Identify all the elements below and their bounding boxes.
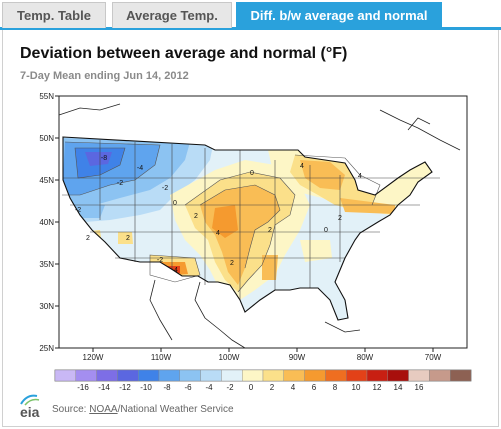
legend-swatch [179, 369, 201, 382]
legend-label: -14 [98, 383, 110, 392]
tab-bar: Temp. Table Average Temp. Diff. b/w aver… [0, 0, 501, 30]
lat-label: 55N [39, 92, 54, 101]
legend-swatch [96, 369, 118, 382]
contour-label: 4 [300, 163, 304, 170]
us-outline [62, 136, 433, 321]
legend-label: 2 [270, 383, 275, 392]
legend-label: 4 [291, 383, 296, 392]
legend-swatch [221, 369, 243, 382]
lon-label: 110W [151, 353, 172, 362]
contour-label: 4 [358, 173, 362, 180]
lat-label: 50N [39, 134, 54, 143]
lon-label: 120W [83, 353, 104, 362]
legend-swatch [366, 369, 388, 382]
legend-swatch [117, 369, 139, 382]
map-title: Deviation between average and normal (°F… [20, 45, 348, 62]
contour-label: 0 [324, 227, 328, 234]
legend-swatch [137, 369, 160, 382]
contour-label: 4 [216, 230, 220, 237]
contour-label: 4 [174, 267, 178, 274]
contour-label: -8 [101, 155, 107, 162]
contour-label: 2 [268, 227, 272, 234]
contour-label: 0 [250, 170, 254, 177]
legend-swatch [241, 369, 264, 382]
contour-label: 2 [338, 215, 342, 222]
legend-label: -8 [163, 383, 171, 392]
legend-swatches [54, 369, 472, 382]
legend-label: -2 [226, 383, 234, 392]
legend-swatch [54, 369, 76, 382]
coastlines [58, 103, 461, 349]
tab-average-temp[interactable]: Average Temp. [112, 2, 232, 28]
legend-labels: -16 -14 -12 -10 -8 -6 -4 -2 0 2 4 6 8 10… [77, 383, 424, 392]
source-line: Source: NOAA/National Weather Service [52, 404, 234, 415]
legend-label: 16 [415, 383, 424, 392]
legend-swatch [408, 369, 430, 382]
lat-label: 35N [39, 260, 54, 269]
legend-swatch [325, 369, 347, 382]
map-subtitle: 7-Day Mean ending Jun 14, 2012 [20, 70, 189, 82]
legend-swatch [450, 369, 472, 382]
lon-label: 80W [357, 353, 374, 362]
content-frame [2, 30, 499, 427]
contour-label: 2 [126, 235, 130, 242]
lon-label: 100W [219, 353, 240, 362]
legend-swatch [387, 369, 409, 382]
legend-swatch [429, 369, 451, 382]
legend-label: -10 [140, 383, 152, 392]
legend-swatch [346, 369, 368, 382]
lon-label: 70W [425, 353, 442, 362]
legend-label: 12 [373, 383, 382, 392]
legend-swatch [283, 369, 305, 382]
noaa-link[interactable]: NOAA [89, 404, 118, 415]
legend-label: -4 [205, 383, 213, 392]
legend-swatch [158, 369, 180, 382]
contour-label: 2 [194, 213, 198, 220]
contour-label: -2 [157, 257, 163, 264]
contour-lines [62, 141, 381, 293]
tab-diff-average-normal[interactable]: Diff. b/w average and normal [236, 2, 442, 28]
lat-label: 30N [39, 302, 54, 311]
contour-label: -4 [137, 165, 143, 172]
legend-swatch [262, 369, 284, 382]
state-borders [63, 140, 440, 300]
contour-label: 0 [173, 200, 177, 207]
legend-label: 0 [249, 383, 254, 392]
legend-label: -6 [184, 383, 192, 392]
legend-swatch [75, 369, 97, 382]
source-suffix: /National Weather Service [117, 404, 234, 415]
contour-label: -2 [75, 207, 81, 214]
source-prefix: Source: [52, 404, 90, 415]
legend-label: 10 [352, 383, 361, 392]
svg-text:eia: eia [20, 404, 40, 420]
contour-value-labels: -8 -4 -2 -2 0 -2 2 4 4 2 2 2 0 4 2 0 -2 … [75, 155, 362, 274]
tab-temp-table[interactable]: Temp. Table [2, 2, 106, 28]
legend-swatch [304, 369, 326, 382]
lon-label: 90W [289, 353, 306, 362]
latitude-axis: 55N 50N 45N 40N 35N 30N 25N [39, 92, 59, 353]
contour-label: -2 [162, 185, 168, 192]
color-legend: -16 -14 -12 -10 -8 -6 -4 -2 0 2 4 6 8 10… [54, 369, 472, 392]
lat-label: 40N [39, 218, 54, 227]
legend-label: 6 [312, 383, 317, 392]
legend-label: -12 [119, 383, 131, 392]
eia-logo: eia [20, 394, 40, 420]
lat-label: 25N [39, 344, 54, 353]
legend-swatch [200, 369, 222, 382]
contour-label: 2 [230, 260, 234, 267]
legend-label: -16 [77, 383, 89, 392]
longitude-axis: 120W 110W 100W 90W 80W 70W [83, 348, 442, 362]
legend-label: 8 [333, 383, 338, 392]
lat-label: 45N [39, 176, 54, 185]
contour-label: 2 [86, 235, 90, 242]
contour-label: -2 [117, 180, 123, 187]
legend-label: 14 [394, 383, 403, 392]
